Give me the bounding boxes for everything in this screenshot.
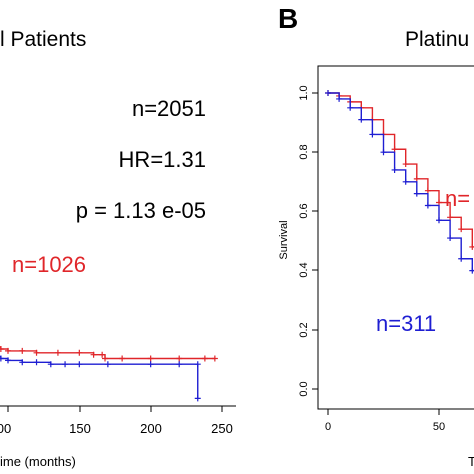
left-red-censor-mark [119, 355, 126, 362]
right-blue-censor-mark [458, 255, 465, 262]
left-red-censor-mark [19, 347, 26, 354]
y-tick-label-0.6: 0.6 [298, 203, 310, 218]
left-red-censor-mark [54, 349, 61, 356]
right-panel-title: Platinu [405, 28, 469, 51]
right-y-axis: 1.0 0.8 0.6 0.4 0.2 0.0 [298, 85, 318, 397]
left-blue-censor-mark [104, 361, 111, 368]
right-y-axis-label: Survival [278, 220, 290, 259]
left-red-censor-mark [99, 351, 106, 358]
right-red-censor-mark [391, 146, 398, 153]
left-curves [0, 346, 218, 402]
y-tick-label-0.2: 0.2 [298, 322, 310, 337]
left-blue-censor-mark [19, 359, 26, 366]
left-blue-censor-mark [33, 359, 40, 366]
left-red-censor-mark [176, 355, 183, 362]
right-blue-censor-mark [391, 166, 398, 173]
right-blue-censor-mark [447, 235, 454, 242]
right-group-label-red: n= [445, 186, 470, 211]
left-blue-censor-mark [5, 357, 11, 364]
left-stat-n: n=2051 [132, 96, 206, 121]
left-x-tick-label-200: 200 [140, 421, 162, 436]
left-red-curve [0, 346, 215, 360]
left-blue-censor-mark [62, 361, 69, 368]
right-blue-censor-mark [347, 104, 354, 111]
left-blue-censor-mark [0, 355, 4, 362]
left-group-label-red: n=1026 [12, 252, 86, 277]
left-x-tick-label-150: 150 [69, 421, 91, 436]
y-tick-label-0.8: 0.8 [298, 144, 310, 159]
left-red-censor-mark [201, 355, 208, 362]
left-blue-censor-mark [47, 361, 54, 368]
right-x-axis-label-cut: T [468, 454, 474, 469]
right-blue-censor-mark [436, 217, 442, 224]
left-red-censor-mark [76, 349, 83, 356]
right-red-curve [328, 92, 474, 248]
left-red-censor-mark [147, 355, 154, 362]
left-red-censor-mark [0, 346, 4, 352]
right-blue-censor-mark [413, 190, 420, 197]
right-group-label-blue: n=311 [376, 311, 436, 336]
left-x-tick-label-100: 00 [0, 421, 11, 436]
left-stat-p: p = 1.13 e-05 [76, 198, 206, 223]
right-x-tick-label-0: 0 [325, 421, 331, 433]
panel-letter-b: B [278, 3, 298, 34]
right-red-censor-mark [458, 226, 465, 233]
left-stat-hr: HR=1.31 [119, 147, 206, 172]
right-plot-frame [317, 65, 474, 410]
left-red-censor-mark [102, 355, 109, 362]
left-red-censor-mark [90, 351, 97, 358]
right-blue-censor-mark [358, 116, 365, 123]
right-red-censor-mark [469, 243, 474, 250]
left-red-censor-mark [5, 347, 11, 354]
left-blue-censor-mark [194, 395, 201, 402]
left-blue-censor-mark [176, 361, 183, 368]
right-curves [325, 90, 474, 274]
right-blue-censor-mark [369, 131, 376, 138]
y-tick-label-0.4: 0.4 [298, 262, 310, 277]
right-blue-censor-mark [380, 149, 387, 156]
left-panel-title: l Patients [0, 28, 86, 51]
right-blue-censor-mark [469, 267, 474, 274]
right-blue-censor-mark [325, 90, 331, 96]
left-x-tick-label-250: 250 [211, 421, 233, 436]
right-blue-censor-mark [402, 178, 409, 185]
right-red-censor-mark [447, 214, 454, 221]
y-tick-label-0.0: 0.0 [298, 381, 310, 396]
right-red-censor-mark [413, 175, 420, 182]
left-blue-censor-mark [194, 361, 201, 368]
left-red-censor-mark [211, 355, 218, 362]
right-blue-censor-mark [424, 202, 431, 209]
left-x-axis-label: ime (months) [0, 454, 76, 469]
right-x-tick-label-50: 50 [433, 421, 445, 433]
right-blue-censor-mark [336, 95, 343, 102]
right-red-censor-mark [436, 199, 442, 206]
left-red-censor-mark [33, 349, 40, 356]
right-blue-curve [328, 92, 474, 272]
y-tick-label-1.0: 1.0 [298, 85, 310, 100]
right-red-censor-mark [424, 187, 431, 194]
right-red-censor-mark [402, 161, 409, 168]
left-blue-censor-mark [147, 361, 154, 368]
left-blue-censor-mark [76, 361, 83, 368]
